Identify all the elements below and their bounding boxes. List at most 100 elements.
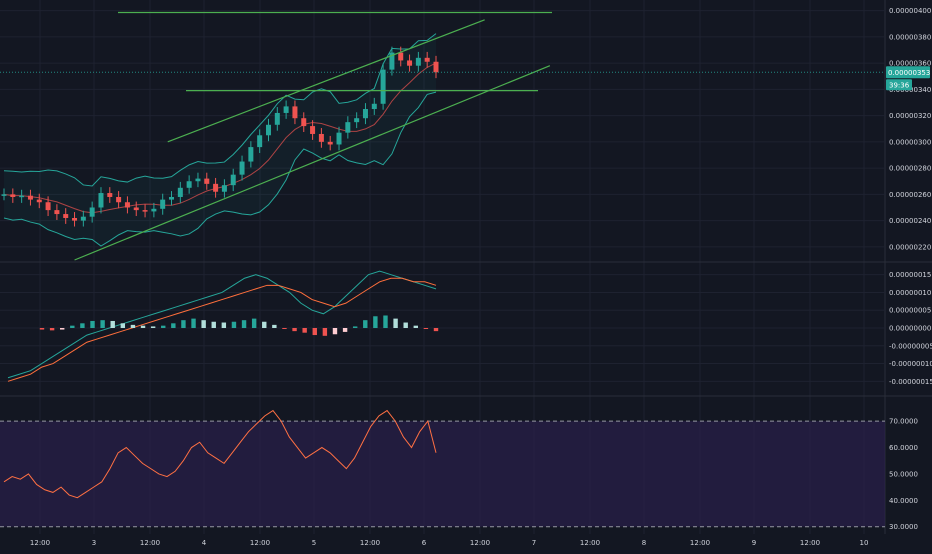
time-tick-label: 12:00 xyxy=(30,539,50,547)
macd-histogram-bar xyxy=(292,328,297,332)
rsi-pane[interactable] xyxy=(0,409,885,528)
candle-body[interactable] xyxy=(283,106,289,113)
candle-body[interactable] xyxy=(80,216,86,221)
candle-body[interactable] xyxy=(362,109,368,119)
candle-body[interactable] xyxy=(292,106,298,119)
candle-body[interactable] xyxy=(213,183,219,192)
candle-body[interactable] xyxy=(36,199,42,203)
candle-body[interactable] xyxy=(274,112,280,125)
macd-histogram-bar xyxy=(181,320,186,328)
candle-body[interactable] xyxy=(345,122,351,133)
macd-histogram-bar xyxy=(60,328,65,330)
candle-body[interactable] xyxy=(415,57,421,66)
candle-body[interactable] xyxy=(107,193,113,197)
candle-body[interactable] xyxy=(318,133,324,142)
macd-histogram-bar xyxy=(262,321,267,328)
rsi-line xyxy=(3,409,437,499)
candle-body[interactable] xyxy=(72,217,78,221)
macd-histogram-bar xyxy=(241,320,247,328)
candle-body[interactable] xyxy=(310,126,316,134)
macd-histogram-bar xyxy=(161,325,166,328)
price-tick-label: 0.00000220 xyxy=(889,243,931,251)
time-tick-label: 12:00 xyxy=(580,539,600,547)
candle-body[interactable] xyxy=(27,195,33,200)
macd-pane[interactable] xyxy=(7,270,439,382)
axes-layer: 12:00 3 12:00 4 12:00 5 12:00 6 12:00 7 12:00 8 12:0… xyxy=(30,7,932,547)
candle-body[interactable] xyxy=(116,196,122,203)
time-tick-label: 10 xyxy=(860,539,869,547)
countdown-badge xyxy=(886,79,912,91)
candle-body[interactable] xyxy=(45,202,51,211)
candle-body[interactable] xyxy=(195,178,201,182)
bollinger-upper-line xyxy=(3,33,437,187)
candle-body[interactable] xyxy=(160,199,166,209)
channel-trend-line[interactable] xyxy=(167,19,485,143)
macd-histogram-bar xyxy=(373,316,378,328)
signal-line xyxy=(7,277,437,382)
candle-body[interactable] xyxy=(407,60,413,66)
macd-tick-label: -0.00000010 xyxy=(889,360,932,368)
candle-body[interactable] xyxy=(221,185,227,192)
macd-histogram-bar xyxy=(90,320,95,328)
candle-body[interactable] xyxy=(248,147,254,162)
macd-tick-label: 0.00000000 xyxy=(889,325,931,333)
macd-histogram-bar xyxy=(80,323,85,328)
time-tick-label: 3 xyxy=(92,539,96,547)
candle-body[interactable] xyxy=(424,57,430,62)
candle-body[interactable] xyxy=(98,193,104,208)
macd-histogram-bar xyxy=(282,328,287,329)
countdown-label: 39:36 xyxy=(889,81,910,89)
macd-histogram-bar xyxy=(342,328,348,332)
candle-body[interactable] xyxy=(336,132,342,145)
candle-body[interactable] xyxy=(389,52,395,70)
time-tick-label: 8 xyxy=(642,539,646,547)
candle-body[interactable] xyxy=(301,118,307,127)
time-tick-label: 12:00 xyxy=(470,539,490,547)
time-tick-label: 12:00 xyxy=(690,539,710,547)
candle-body[interactable] xyxy=(186,181,192,188)
candle-body[interactable] xyxy=(230,174,236,186)
time-tick-label: 4 xyxy=(202,539,207,547)
macd-histogram-bar xyxy=(383,315,388,328)
macd-histogram-bar xyxy=(211,321,216,328)
macd-histogram-bar xyxy=(130,324,136,328)
candle-body[interactable] xyxy=(10,194,16,197)
last-price-label: 0.00000353 xyxy=(888,69,930,77)
candle-body[interactable] xyxy=(63,214,69,218)
macd-tick-label: 0.00000005 xyxy=(889,307,931,315)
macd-tick-label: -0.00000015 xyxy=(889,378,932,386)
macd-tick-label: 0.00000015 xyxy=(889,271,931,279)
candle-body[interactable] xyxy=(151,208,157,212)
candle-body[interactable] xyxy=(1,194,7,196)
candle-body[interactable] xyxy=(354,118,360,123)
price-tick-label: 0.00000360 xyxy=(889,60,931,68)
price-tick-label: 0.00000280 xyxy=(889,165,931,173)
candle-body[interactable] xyxy=(89,207,95,217)
candle-body[interactable] xyxy=(204,178,210,184)
candle-body[interactable] xyxy=(398,52,404,61)
candle-body[interactable] xyxy=(327,141,333,145)
candle-body[interactable] xyxy=(124,202,130,208)
price-tick-label: 0.00000320 xyxy=(889,112,931,120)
rsi-tick-label: 50.0000 xyxy=(889,470,918,478)
candle-body[interactable] xyxy=(239,161,245,175)
candle-body[interactable] xyxy=(19,195,25,198)
candle-body[interactable] xyxy=(177,187,183,197)
candle-body[interactable] xyxy=(380,69,386,104)
candle-body[interactable] xyxy=(265,124,271,136)
macd-histogram-bar xyxy=(312,328,317,336)
macd-histogram-bar xyxy=(39,328,45,330)
candle-body[interactable] xyxy=(133,207,139,211)
macd-histogram-bar xyxy=(231,321,237,328)
channel-trend-line[interactable] xyxy=(74,65,551,261)
price-pane[interactable] xyxy=(0,11,885,261)
macd-histogram-bar xyxy=(403,322,408,328)
candle-body[interactable] xyxy=(433,61,439,73)
candle-body[interactable] xyxy=(371,103,377,110)
candle-body[interactable] xyxy=(54,210,60,215)
candle-body[interactable] xyxy=(169,196,175,200)
time-tick-label: 5 xyxy=(312,539,316,547)
candle-body[interactable] xyxy=(142,210,148,212)
candle-body[interactable] xyxy=(257,135,263,148)
